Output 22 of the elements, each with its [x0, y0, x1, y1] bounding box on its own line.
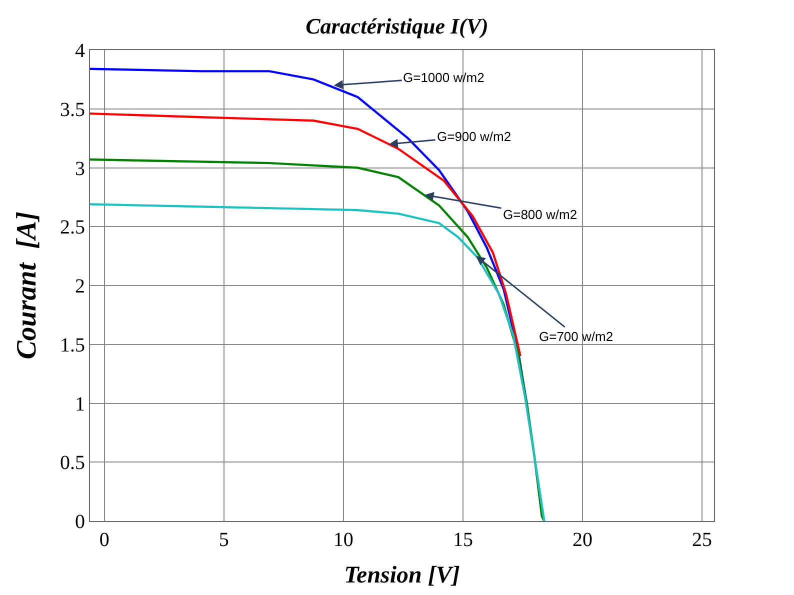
- y-tick-label: 3: [75, 158, 85, 180]
- y-axis-title: Courant [A]: [12, 212, 43, 360]
- y-tick-label: 1: [75, 393, 85, 416]
- y-tick-label: 0.5: [60, 452, 85, 474]
- annotation: G=700 w/m2: [539, 329, 614, 344]
- y-tick-label: 2.5: [60, 216, 85, 239]
- y-tick-label: 2: [75, 276, 85, 298]
- x-axis-title: Tension [V]: [344, 562, 460, 588]
- x-tick-label: 15: [452, 529, 473, 551]
- x-tick-label: 25: [692, 529, 712, 551]
- y-tick-label: 0: [75, 511, 85, 533]
- x-tick-label: 10: [333, 529, 354, 551]
- y-tick-label: 1.5: [60, 334, 85, 356]
- chart-title: Caractéristique I(V): [306, 13, 488, 38]
- y-tick-label: 4: [75, 40, 85, 62]
- x-tick-label: 0: [99, 529, 110, 551]
- x-tick-label: 5: [218, 529, 229, 551]
- y-tick-label: 3.5: [60, 98, 85, 121]
- x-tick-label: 20: [572, 529, 593, 551]
- annotation: G=900 w/m2: [437, 129, 512, 144]
- annotation: G=800 w/m2: [503, 207, 578, 222]
- annotation: G=1000 w/m2: [403, 70, 484, 85]
